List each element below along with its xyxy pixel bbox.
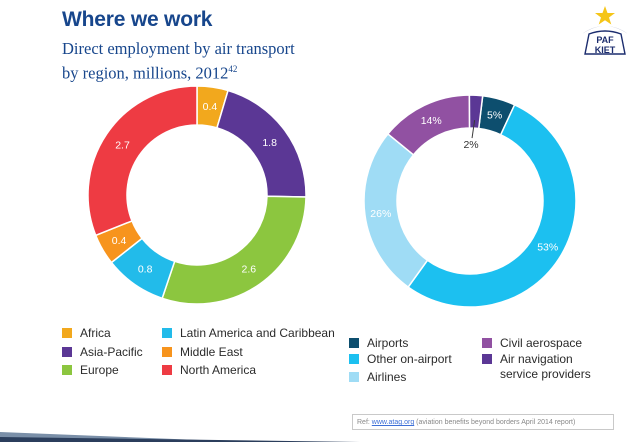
donut-data-label-north-america: 2.7 xyxy=(115,139,130,151)
reference-suffix: (aviation benefits beyond borders April … xyxy=(416,419,576,426)
legend-swatch-other-on-airport xyxy=(349,354,359,364)
legend-swatch-airlines xyxy=(349,372,359,382)
donut-data-label-middle-east: 0.4 xyxy=(112,235,127,247)
legend-swatch-civil-aerospace xyxy=(482,338,492,348)
donut-data-label-airports: 5% xyxy=(487,109,502,121)
legend-item-latin-america: Latin America and Caribbean xyxy=(162,326,335,340)
chart-subtitle: Direct employment by air transport by re… xyxy=(62,38,362,84)
donut-slice-north-america xyxy=(87,85,198,237)
legend-label-latin-america: Latin America and Caribbean xyxy=(180,326,335,340)
legend-item-north-america: North America xyxy=(162,363,256,377)
legend-item-europe: Europe xyxy=(62,363,119,377)
legend-swatch-north-america xyxy=(162,365,172,375)
legend-item-air-navigation: Air navigation service providers xyxy=(482,352,600,382)
legend-swatch-africa xyxy=(62,328,72,338)
donut-data-label-africa: 0.4 xyxy=(203,101,218,113)
reference-note: Ref: www.atag.org (aviation benefits bey… xyxy=(352,414,614,430)
legend-label-air-navigation: Air navigation service providers xyxy=(500,352,591,381)
subtitle-line-2-text: by region, millions, 2012 xyxy=(62,63,229,83)
logo-line-1: PAF xyxy=(596,35,614,45)
legend-label-airlines: Airlines xyxy=(367,370,407,384)
donut-slice-other-on-airport xyxy=(407,103,577,308)
donut-data-label-latin-america-and-caribbean: 0.8 xyxy=(138,264,153,276)
page-title: Where we work xyxy=(62,8,213,31)
legend-label-other-on-airport: Other on-airport xyxy=(367,352,452,366)
donut-data-label-other-on-airport: 53% xyxy=(537,241,558,253)
legend-item-airlines: Airlines xyxy=(349,370,406,384)
donut-data-label-civil-aerospace: 14% xyxy=(421,115,442,127)
donut-data-label-air-navigation-service-providers: 2% xyxy=(463,139,478,151)
legend-label-asia-pacific: Asia-Pacific xyxy=(80,345,143,359)
legend-item-civil-aerospace: Civil aerospace xyxy=(482,336,582,350)
legend-label-airports: Airports xyxy=(367,336,409,350)
donut-leader-line-air-navigation-service-providers xyxy=(471,120,476,139)
legend-item-africa: Africa xyxy=(62,326,111,340)
logo-line-2: KIET xyxy=(594,45,616,55)
legend-swatch-asia-pacific xyxy=(62,347,72,357)
reference-link[interactable]: www.atag.org xyxy=(371,419,415,426)
legend-item-airports: Airports xyxy=(349,336,408,350)
donut-chart-1: 0.4 1.8 2.6 0.8 0.4 2.7 xyxy=(87,85,307,305)
subtitle-footnote: 42 xyxy=(228,64,238,74)
legend-swatch-airports xyxy=(349,338,359,348)
legend-item-other-on-airport: Other on-airport xyxy=(349,352,452,366)
legend-swatch-middle-east xyxy=(162,347,172,357)
donut-data-label-asia-pacific: 1.8 xyxy=(262,137,277,149)
legend-item-middle-east: Middle East xyxy=(162,345,243,359)
legend-item-asia-pacific: Asia-Pacific xyxy=(62,345,143,359)
legend-label-europe: Europe xyxy=(80,363,119,377)
legend-label-middle-east: Middle East xyxy=(180,345,243,359)
logo-emblem-icon xyxy=(582,6,628,55)
legend-label-civil-aerospace: Civil aerospace xyxy=(500,336,583,350)
paf-kiet-logo: PAF KIET xyxy=(577,4,633,58)
subtitle-line-2: by region, millions, 201242 xyxy=(62,59,362,84)
legend-swatch-latin-america xyxy=(162,328,172,338)
donut-data-label-airlines: 26% xyxy=(370,208,391,220)
reference-prefix: Ref: xyxy=(357,419,370,426)
legend-label-africa: Africa xyxy=(80,326,111,340)
donut-slice-air-navigation-service-providers xyxy=(468,94,484,130)
donut-data-label-europe: 2.6 xyxy=(242,264,257,276)
legend-label-north-america: North America xyxy=(180,363,257,377)
legend-swatch-europe xyxy=(62,365,72,375)
legend-swatch-air-navigation xyxy=(482,354,492,364)
subtitle-line-1: Direct employment by air transport xyxy=(62,39,295,58)
donut-chart-2: 5% 53% 26% 14% 2% xyxy=(363,94,577,308)
donut-slice-europe xyxy=(161,195,307,305)
